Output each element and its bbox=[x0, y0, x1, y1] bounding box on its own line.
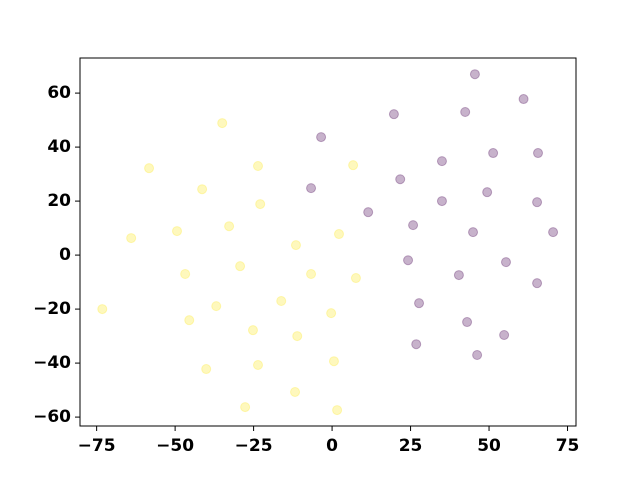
point bbox=[332, 405, 343, 416]
point bbox=[403, 255, 414, 266]
point bbox=[395, 174, 406, 185]
point bbox=[468, 227, 479, 238]
point bbox=[326, 308, 337, 319]
point bbox=[436, 156, 447, 167]
point bbox=[462, 317, 473, 328]
point bbox=[499, 330, 510, 341]
x-tick-label: −50 bbox=[156, 436, 194, 456]
y-tick-label: −60 bbox=[33, 407, 71, 427]
y-tick-label: 40 bbox=[47, 137, 71, 157]
point bbox=[453, 270, 464, 281]
x-tick-label: −75 bbox=[78, 436, 116, 456]
point bbox=[469, 69, 480, 80]
point bbox=[500, 257, 511, 268]
point bbox=[235, 261, 246, 272]
x-tick-label: −25 bbox=[235, 436, 273, 456]
point bbox=[460, 106, 471, 117]
point bbox=[328, 356, 339, 367]
point bbox=[255, 199, 266, 210]
point bbox=[350, 273, 361, 284]
point bbox=[532, 197, 543, 208]
point bbox=[533, 148, 544, 159]
x-tick-label: 0 bbox=[326, 436, 338, 456]
point bbox=[482, 187, 493, 198]
point bbox=[126, 233, 137, 244]
point bbox=[292, 331, 303, 342]
point bbox=[97, 304, 108, 315]
point bbox=[518, 94, 529, 105]
point bbox=[201, 364, 212, 375]
point bbox=[488, 148, 499, 159]
point bbox=[411, 339, 422, 350]
y-tick-label: 20 bbox=[47, 191, 71, 211]
point bbox=[348, 160, 359, 171]
point bbox=[217, 118, 228, 129]
point bbox=[306, 183, 317, 194]
point bbox=[224, 221, 235, 232]
point bbox=[548, 227, 559, 238]
point bbox=[184, 315, 195, 326]
point bbox=[414, 298, 425, 309]
point bbox=[180, 268, 191, 279]
point bbox=[316, 132, 327, 143]
point bbox=[172, 226, 183, 237]
point bbox=[276, 295, 287, 306]
plot-frame bbox=[79, 57, 577, 427]
y-tick-label: 0 bbox=[59, 245, 71, 265]
y-tick-label: 60 bbox=[47, 83, 71, 103]
point bbox=[408, 220, 419, 231]
point bbox=[363, 207, 374, 218]
point bbox=[252, 160, 263, 171]
point bbox=[472, 349, 483, 360]
point bbox=[252, 359, 263, 370]
point bbox=[388, 109, 399, 120]
x-tick-label: 25 bbox=[399, 436, 423, 456]
point bbox=[290, 386, 301, 397]
point bbox=[306, 268, 317, 279]
point bbox=[144, 163, 155, 174]
point bbox=[290, 240, 301, 251]
point bbox=[247, 325, 258, 336]
point bbox=[333, 229, 344, 240]
x-tick-label: 50 bbox=[477, 436, 501, 456]
y-tick-label: −40 bbox=[33, 353, 71, 373]
point bbox=[532, 278, 543, 289]
point bbox=[436, 196, 447, 207]
point bbox=[240, 402, 251, 413]
point bbox=[211, 301, 222, 312]
x-tick-label: 75 bbox=[556, 436, 580, 456]
y-tick-label: −20 bbox=[33, 299, 71, 319]
point bbox=[197, 184, 208, 195]
